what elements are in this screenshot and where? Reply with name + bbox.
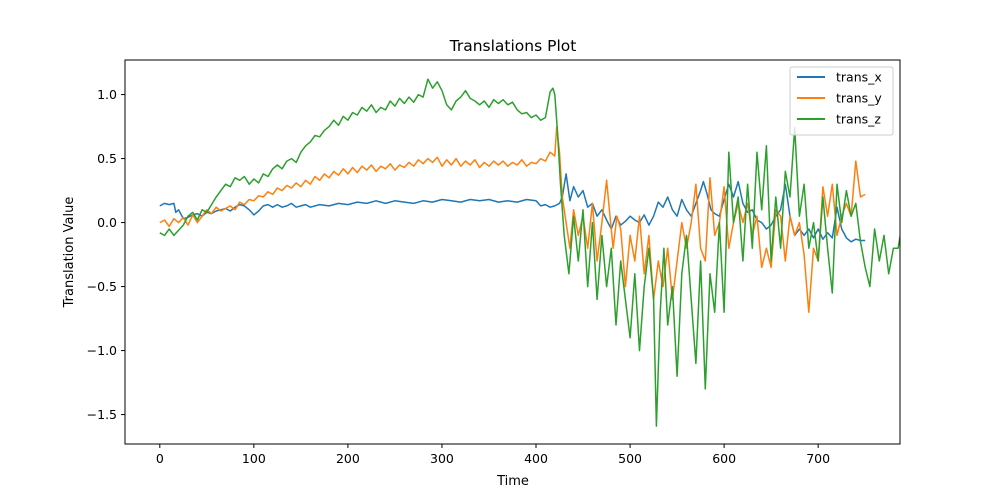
legend-label-trans_y: trans_y bbox=[836, 91, 882, 106]
y-tick-label: −0.5 bbox=[87, 279, 117, 294]
x-tick-label: 500 bbox=[618, 451, 642, 466]
x-tick-label: 400 bbox=[524, 451, 548, 466]
legend: trans_x trans_y trans_z bbox=[789, 66, 894, 136]
x-tick-label: 100 bbox=[242, 451, 266, 466]
x-axis-title: Time bbox=[496, 474, 529, 489]
series-line-trans_x bbox=[159, 173, 866, 243]
y-tick-label: 1.0 bbox=[97, 87, 117, 102]
y-axis: −1.5 −1.0 −0.5 0.0 0.5 1.0 bbox=[87, 87, 125, 422]
plot-area bbox=[159, 78, 900, 427]
legend-label-trans_z: trans_z bbox=[836, 112, 881, 127]
y-tick-label: −1.0 bbox=[87, 343, 117, 358]
series-line-trans_z bbox=[159, 78, 900, 427]
y-tick-label: −1.5 bbox=[87, 407, 117, 422]
legend-label-trans_x: trans_x bbox=[836, 70, 882, 85]
x-tick-label: 600 bbox=[712, 451, 736, 466]
y-tick-label: 0.0 bbox=[97, 215, 117, 230]
chart-title: Translations Plot bbox=[449, 37, 577, 55]
y-tick-label: 0.5 bbox=[97, 151, 117, 166]
x-tick-label: 0 bbox=[156, 451, 164, 466]
x-tick-label: 300 bbox=[430, 451, 454, 466]
plot-frame bbox=[124, 59, 901, 445]
series-line-trans_y bbox=[159, 125, 866, 313]
y-axis-title: Translation Value bbox=[62, 197, 77, 309]
x-tick-label: 200 bbox=[336, 451, 360, 466]
x-tick-label: 700 bbox=[806, 451, 830, 466]
x-axis: 0 100 200 300 400 500 600 700 bbox=[156, 444, 830, 466]
